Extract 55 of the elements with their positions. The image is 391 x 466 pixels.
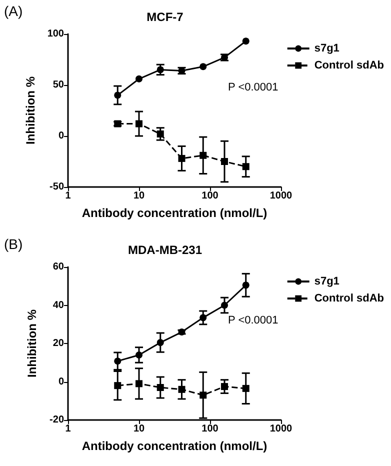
chart-title: MCF-7 <box>146 10 184 24</box>
y-tick-label: -50 <box>50 182 64 192</box>
y-tick-label: 100 <box>47 28 64 40</box>
legend-label: s7g1 <box>314 42 340 54</box>
x-tick-label: 100 <box>202 424 219 434</box>
x-axis-title: Antibody concentration (nmol/L) <box>82 439 268 453</box>
y-axis-title: Inhibition % <box>25 309 39 378</box>
x-tick-label: 100 <box>202 190 219 202</box>
annotation: P <0.0001 <box>228 82 278 94</box>
x-tick-label: 1000 <box>270 190 293 202</box>
point <box>200 392 207 399</box>
y-tick-label: 40 <box>52 300 64 311</box>
x-tick-label: 10 <box>133 190 145 202</box>
point <box>114 382 122 390</box>
point <box>242 38 250 45</box>
point <box>242 384 250 392</box>
y-tick-label: 0 <box>58 130 64 142</box>
point <box>156 384 164 391</box>
point <box>156 130 164 138</box>
point <box>136 75 142 82</box>
x-axis-title: Antibody concentration (nmol/L) <box>82 206 268 220</box>
point <box>242 282 250 289</box>
point <box>114 92 122 99</box>
point <box>200 314 207 322</box>
y-tick-label: 20 <box>52 338 64 349</box>
x-tick-label: 1000 <box>270 424 293 434</box>
text: (A) <box>4 3 23 19</box>
legend-label: Control sdAb <box>314 292 384 304</box>
point <box>178 386 186 393</box>
y-tick-label: 60 <box>52 262 64 272</box>
y-tick-label: -20 <box>50 414 64 426</box>
point <box>156 66 164 74</box>
point <box>136 380 142 388</box>
y-tick-label: 0 <box>58 376 64 388</box>
point <box>221 302 228 309</box>
point <box>200 152 207 159</box>
legend-label: Control sdAb <box>314 60 384 72</box>
point <box>156 339 164 346</box>
point <box>114 358 122 365</box>
legend-label: s7g1 <box>314 276 340 288</box>
y-axis-title: Inhibition % <box>23 76 38 144</box>
chart-title: MDA-MB-231 <box>128 243 202 257</box>
point <box>200 63 207 70</box>
point <box>136 351 142 358</box>
x-tick-label: 10 <box>133 424 145 434</box>
text: (B) <box>4 236 23 252</box>
point <box>178 154 186 162</box>
point <box>220 158 228 165</box>
point <box>136 120 142 128</box>
x-tick-label: 1 <box>65 190 72 202</box>
y-tick-label: 50 <box>52 80 64 90</box>
annotation: P <0.0001 <box>228 314 278 326</box>
point <box>242 163 250 170</box>
point <box>220 383 228 390</box>
x-tick-label: 1 <box>65 424 72 434</box>
